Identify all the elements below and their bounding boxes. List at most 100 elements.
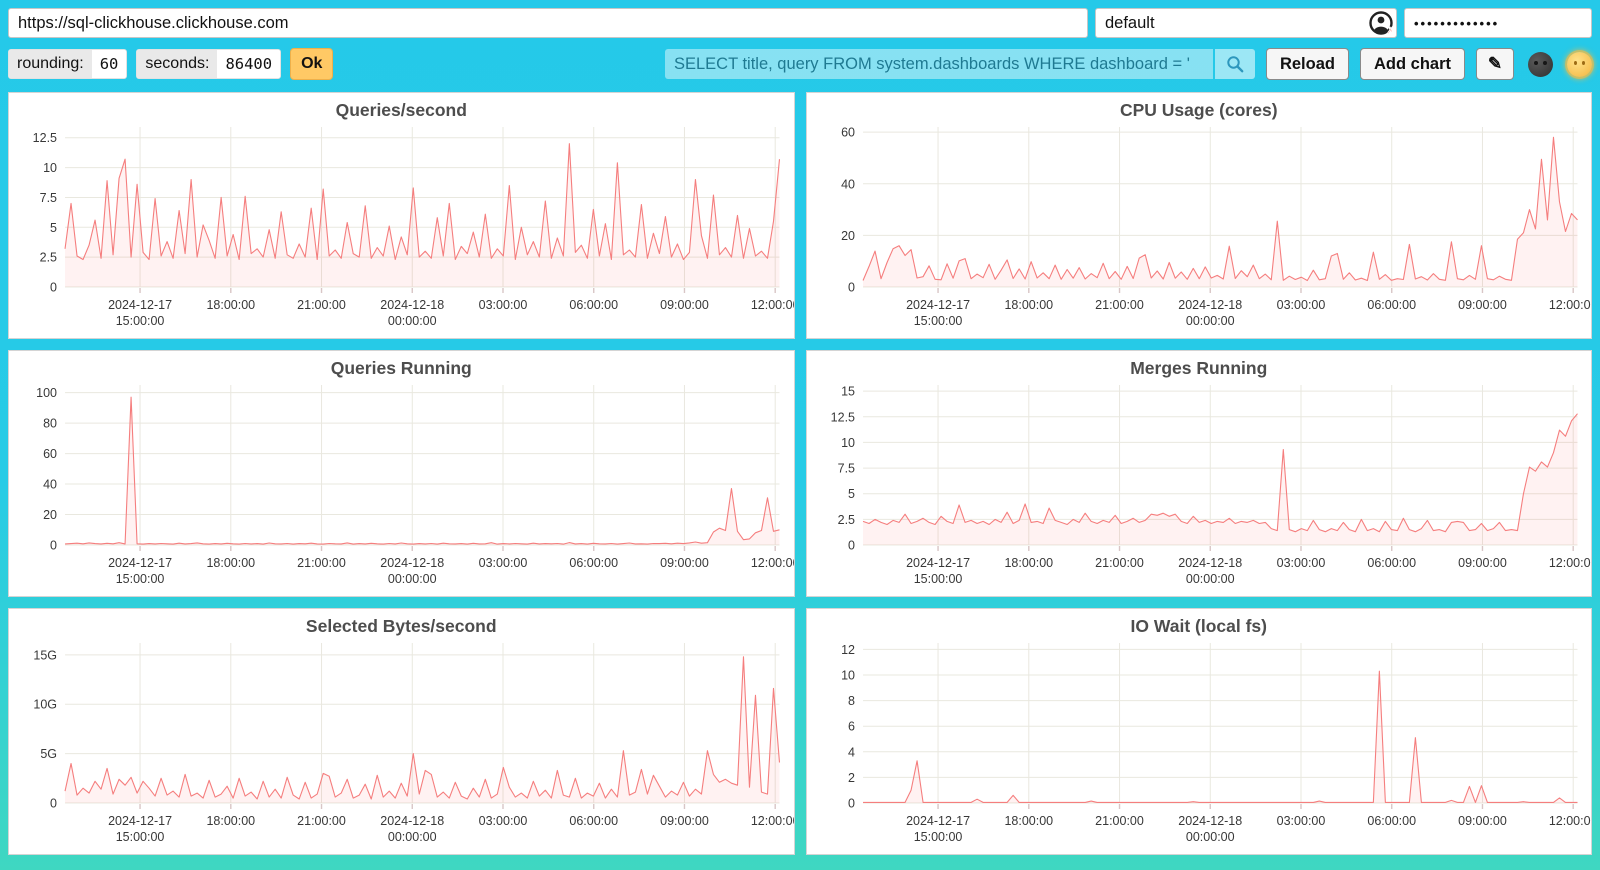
chart-plot-queries-per-second[interactable]: 0 2.5 5 7.5 10 12.5 2024-12-17 15:00:00 18:00:00…	[9, 121, 794, 338]
dashboard-query-input[interactable]	[664, 49, 1213, 79]
svg-text:03:00:00: 03:00:00	[479, 298, 528, 312]
svg-text:15:00:00: 15:00:00	[116, 830, 165, 844]
svg-text:20: 20	[43, 508, 57, 522]
svg-text:06:00:00: 06:00:00	[1367, 298, 1416, 312]
toolbar: rounding: 60 seconds: 86400 Ok Reload Ad…	[0, 38, 1600, 80]
svg-text:12:00:00: 12:00:00	[1548, 814, 1591, 828]
svg-text:40: 40	[43, 478, 57, 492]
svg-text:12.5: 12.5	[33, 131, 57, 145]
svg-text:18:00:00: 18:00:00	[1004, 814, 1053, 828]
svg-text:15G: 15G	[33, 648, 57, 662]
svg-text:20: 20	[841, 229, 855, 243]
chart-card-io-wait: IO Wait (local fs) 0 2 4 6 8 10 12 2024-12-17 15…	[805, 608, 1592, 855]
svg-text:2.5: 2.5	[837, 513, 854, 527]
password-input[interactable]	[1404, 8, 1592, 38]
svg-text:2024-12-18: 2024-12-18	[1178, 556, 1242, 570]
chart-title: Selected Bytes/second	[305, 616, 497, 636]
server-url-input[interactable]	[8, 8, 1088, 38]
svg-text:0: 0	[848, 281, 855, 295]
chart-plot-queries-running[interactable]: 0 20 40 60 80 100 2024-12-17 15:00:00 18:00:00 21…	[9, 379, 794, 596]
chart-plot-merges-running[interactable]: 0 2.5 5 7.5 10 12.5 15 2024-12-17 15:00:00 18:00:…	[807, 379, 1592, 596]
sun-face-icon[interactable]	[1567, 51, 1592, 77]
pencil-icon: ✎	[1487, 54, 1503, 73]
svg-text:7.5: 7.5	[40, 191, 57, 205]
seconds-value[interactable]: 86400	[217, 50, 281, 78]
svg-text:2024-12-17: 2024-12-17	[108, 814, 172, 828]
edit-button[interactable]: ✎	[1476, 48, 1514, 80]
svg-text:03:00:00: 03:00:00	[479, 814, 528, 828]
add-chart-button[interactable]: Add chart	[1359, 48, 1465, 80]
svg-text:12:00:00: 12:00:00	[751, 814, 794, 828]
user-profile-icon: ✗	[1369, 11, 1393, 35]
svg-text:12.5: 12.5	[830, 410, 854, 424]
svg-text:18:00:00: 18:00:00	[206, 814, 255, 828]
svg-text:2024-12-18: 2024-12-18	[1178, 298, 1242, 312]
ok-button[interactable]: Ok	[290, 48, 334, 80]
magnifier-icon	[1227, 56, 1244, 73]
svg-text:15: 15	[841, 385, 855, 399]
chart-card-queries-per-second: Queries/second 0 2.5 5 7.5 10 12.5 2024-12-17 1…	[8, 92, 795, 339]
svg-text:2024-12-18: 2024-12-18	[380, 298, 444, 312]
svg-text:09:00:00: 09:00:00	[660, 556, 709, 570]
chart-plot-selected-bytes[interactable]: 0 5G 10G 15G 2024-12-17 15:00:00 18:00:00 21:00…	[9, 637, 794, 854]
svg-text:0: 0	[50, 281, 57, 295]
svg-text:12: 12	[841, 643, 855, 657]
username-input[interactable]	[1095, 8, 1397, 38]
svg-text:4: 4	[848, 745, 855, 759]
svg-text:0: 0	[848, 797, 855, 811]
svg-text:40: 40	[841, 177, 855, 191]
chart-title: Merges Running	[1130, 358, 1268, 378]
svg-text:21:00:00: 21:00:00	[1095, 556, 1144, 570]
svg-text:2024-12-17: 2024-12-17	[108, 298, 172, 312]
svg-text:18:00:00: 18:00:00	[206, 556, 255, 570]
svg-text:2.5: 2.5	[40, 251, 57, 265]
svg-text:21:00:00: 21:00:00	[1095, 298, 1144, 312]
chart-card-merges-running: Merges Running 0 2.5 5 7.5 10 12.5 15 2024-12-1…	[805, 350, 1592, 597]
rounding-value[interactable]: 60	[91, 50, 127, 78]
chart-card-queries-running: Queries Running 0 20 40 60 80 100 2024-12-17 15…	[8, 350, 795, 597]
svg-text:18:00:00: 18:00:00	[1004, 556, 1053, 570]
svg-text:15:00:00: 15:00:00	[116, 572, 165, 586]
svg-text:2024-12-18: 2024-12-18	[380, 814, 444, 828]
svg-text:2: 2	[848, 771, 855, 785]
svg-text:06:00:00: 06:00:00	[1367, 556, 1416, 570]
svg-text:09:00:00: 09:00:00	[1458, 298, 1507, 312]
username-field-wrap: ✗	[1095, 8, 1397, 38]
svg-text:15:00:00: 15:00:00	[913, 830, 962, 844]
svg-text:5G: 5G	[40, 747, 57, 761]
moon-face-icon[interactable]	[1528, 51, 1553, 77]
svg-text:2024-12-17: 2024-12-17	[906, 814, 970, 828]
svg-text:2024-12-17: 2024-12-17	[906, 556, 970, 570]
svg-text:2024-12-18: 2024-12-18	[380, 556, 444, 570]
svg-text:18:00:00: 18:00:00	[1004, 298, 1053, 312]
svg-text:7.5: 7.5	[837, 462, 854, 476]
seconds-field: seconds: 86400	[136, 49, 282, 79]
rounding-field: rounding: 60	[8, 49, 128, 79]
svg-text:15:00:00: 15:00:00	[913, 314, 962, 328]
svg-text:15:00:00: 15:00:00	[913, 572, 962, 586]
svg-text:12:00:00: 12:00:00	[751, 556, 794, 570]
svg-text:2024-12-18: 2024-12-18	[1178, 814, 1242, 828]
chart-plot-io-wait[interactable]: 0 2 4 6 8 10 12 2024-12-17 15:00:00 18:00:00 21:00…	[807, 637, 1592, 854]
svg-text:06:00:00: 06:00:00	[1367, 814, 1416, 828]
svg-text:10: 10	[43, 161, 57, 175]
svg-text:6: 6	[848, 720, 855, 734]
svg-text:5: 5	[50, 221, 57, 235]
svg-text:00:00:00: 00:00:00	[388, 830, 437, 844]
chart-plot-cpu-usage[interactable]: 0 20 40 60 2024-12-17 15:00:00 18:00:00 21:00:0…	[807, 121, 1592, 338]
dashboard-query-group: Reload Add chart ✎	[664, 48, 1592, 80]
connection-bar: ✗	[0, 0, 1600, 38]
svg-text:09:00:00: 09:00:00	[1458, 814, 1507, 828]
svg-text:5: 5	[848, 487, 855, 501]
chart-title: Queries Running	[330, 358, 472, 378]
chart-card-cpu-usage: CPU Usage (cores) 0 20 40 60 2024-12-17 15:00…	[805, 92, 1592, 339]
reload-button[interactable]: Reload	[1265, 48, 1349, 80]
svg-text:0: 0	[50, 797, 57, 811]
svg-text:12:00:00: 12:00:00	[1548, 556, 1591, 570]
svg-text:09:00:00: 09:00:00	[660, 814, 709, 828]
svg-text:00:00:00: 00:00:00	[1185, 830, 1234, 844]
run-query-button[interactable]	[1214, 49, 1255, 79]
svg-text:21:00:00: 21:00:00	[297, 298, 346, 312]
svg-text:00:00:00: 00:00:00	[1185, 572, 1234, 586]
svg-text:03:00:00: 03:00:00	[1276, 556, 1325, 570]
